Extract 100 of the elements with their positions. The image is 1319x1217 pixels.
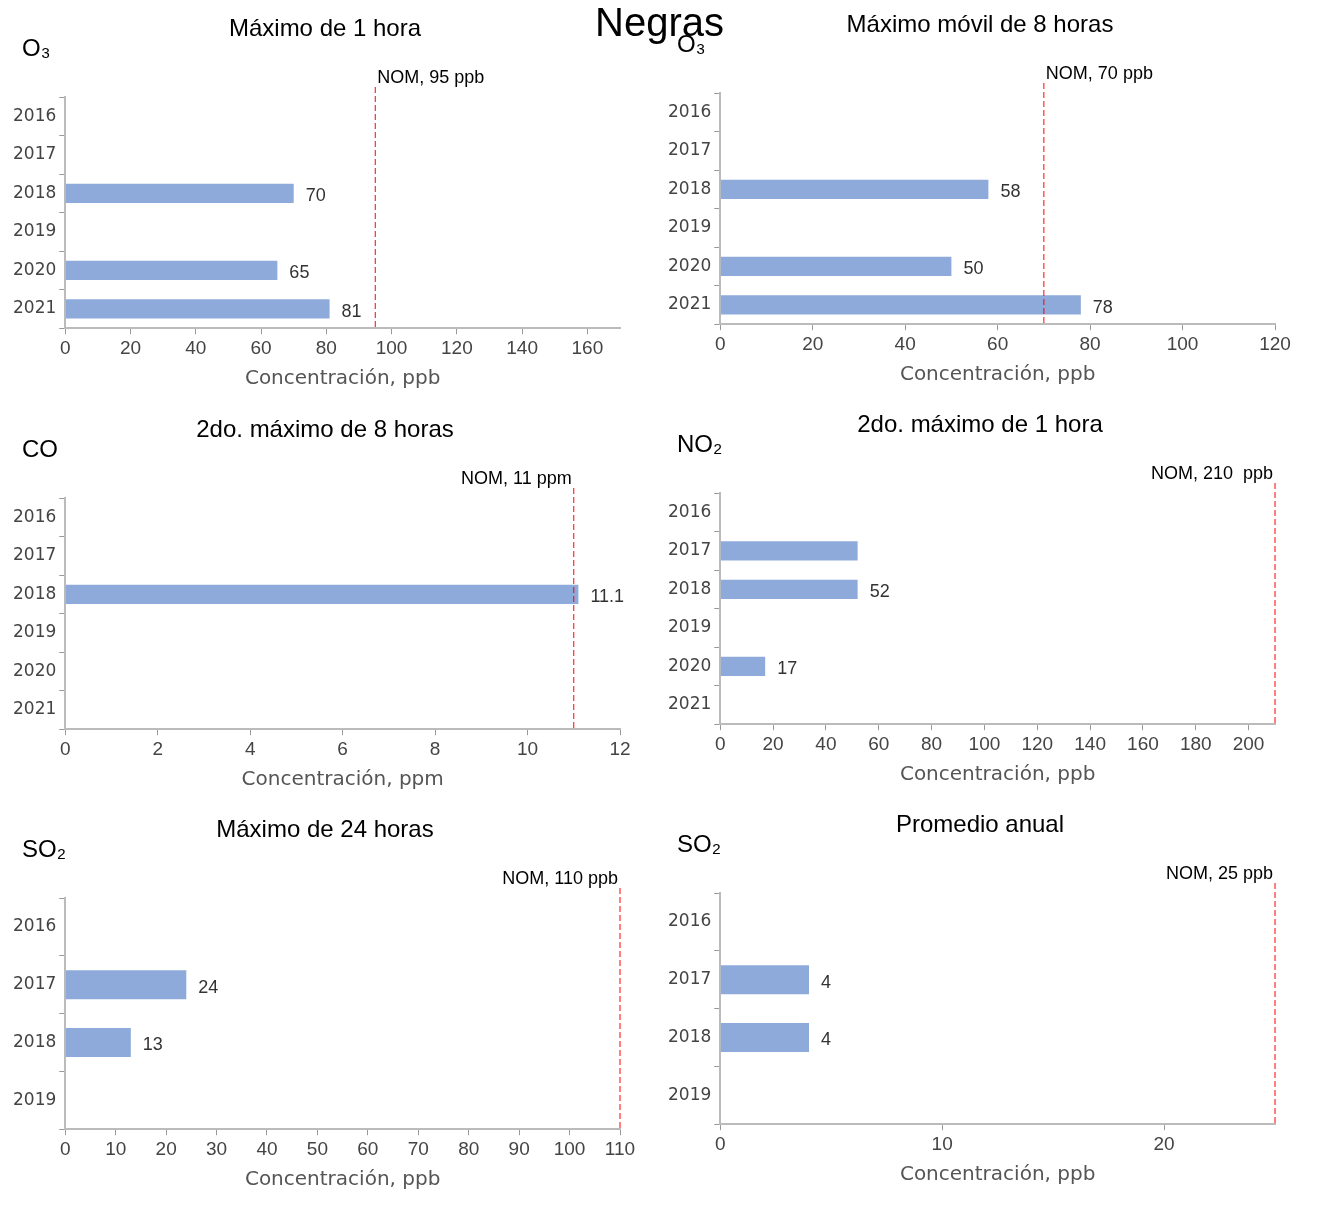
- x-axis-title: Concentración, ppb: [899, 361, 1096, 386]
- data-label: 13: [142, 1034, 163, 1055]
- data-label: 17: [777, 658, 798, 679]
- chart-title: Promedio anual: [895, 810, 1065, 837]
- x-tick-label: 140: [506, 336, 538, 358]
- y-axis-title: CO: [22, 435, 58, 463]
- x-tick-label: 0: [714, 332, 726, 354]
- x-tick-label: 140: [1074, 732, 1106, 754]
- y-axis-title: NO₂: [677, 430, 723, 458]
- chart-title: Máximo móvil de 8 horas: [846, 10, 1114, 37]
- x-tick-label: 80: [921, 732, 943, 754]
- y-tick-label: 2017: [668, 139, 712, 160]
- x-tick-label: 180: [1179, 732, 1212, 754]
- x-tick-label: 40: [185, 336, 207, 358]
- x-tick-label: 2: [152, 737, 164, 759]
- x-tick-label: 90: [508, 1137, 530, 1159]
- x-tick-label: 40: [894, 332, 916, 354]
- x-axis-title: Concentración, ppb: [899, 761, 1096, 786]
- x-tick-label: 40: [815, 732, 837, 754]
- y-tick-label: 2018: [13, 181, 57, 202]
- y-tick-label: 2017: [13, 973, 57, 994]
- x-tick-label: 120: [1021, 732, 1054, 754]
- y-tick-label: 2019: [13, 1088, 57, 1109]
- y-tick-label: 2018: [13, 582, 57, 603]
- y-tick-label: 2016: [668, 500, 712, 521]
- x-tick-label: 120: [1259, 332, 1291, 354]
- y-tick-label: 2017: [13, 143, 57, 164]
- x-tick-label: 100: [375, 336, 408, 358]
- x-axis-title: Concentración, ppb: [244, 365, 441, 390]
- x-tick-label: 160: [1127, 732, 1159, 754]
- x-tick-label: 200: [1232, 732, 1265, 754]
- y-tick-label: 2016: [13, 915, 57, 936]
- y-tick-label: 2019: [13, 621, 57, 642]
- chart-title: 2do. máximo de 1 hora: [857, 410, 1103, 437]
- y-axis-title: O₃: [22, 34, 51, 62]
- x-tick-label: 0: [714, 1132, 726, 1154]
- x-tick-label: 10: [931, 1132, 953, 1154]
- data-label: 11.1: [590, 586, 625, 607]
- y-tick-label: 2021: [668, 293, 712, 314]
- x-tick-label: 0: [714, 732, 726, 754]
- ref-line-label: NOM, 25 ppb: [1165, 863, 1273, 883]
- y-tick-label: 2018: [668, 177, 712, 198]
- x-tick-label: 10: [516, 737, 539, 759]
- x-tick-label: 20: [762, 732, 784, 754]
- y-tick-label: 2021: [668, 693, 712, 714]
- x-tick-label: 80: [458, 1137, 480, 1159]
- x-tick-label: 20: [119, 336, 142, 358]
- data-label: 50: [963, 258, 984, 279]
- x-tick-label: 100: [1166, 332, 1199, 354]
- x-axis-title: Concentración, ppb: [899, 1161, 1096, 1186]
- data-label: 81: [341, 300, 362, 321]
- x-tick-label: 20: [1153, 1132, 1175, 1154]
- data-label: 52: [869, 581, 890, 602]
- y-axis-title: SO₂: [22, 835, 66, 863]
- x-tick-label: 20: [802, 332, 824, 354]
- y-tick-label: 2018: [668, 577, 712, 598]
- data-label: 65: [289, 262, 310, 283]
- x-tick-label: 60: [250, 336, 272, 358]
- y-axis-title: SO₂: [677, 830, 721, 858]
- x-tick-label: 0: [59, 1137, 71, 1159]
- x-tick-label: 80: [315, 336, 337, 358]
- y-tick-label: 2017: [668, 968, 712, 989]
- y-tick-label: 2016: [668, 910, 712, 931]
- y-tick-label: 2016: [668, 100, 712, 121]
- x-tick-label: 100: [968, 732, 1001, 754]
- x-tick-label: 100: [553, 1137, 586, 1159]
- y-tick-label: 2019: [668, 1083, 712, 1104]
- ref-line-label: NOM, 11 ppm: [461, 468, 572, 488]
- y-tick-label: 2018: [668, 1025, 712, 1046]
- ref-line-label: NOM, 70 ppb: [1045, 63, 1153, 83]
- x-tick-label: 8: [429, 737, 441, 759]
- x-tick-label: 60: [357, 1137, 379, 1159]
- x-axis-title: Concentración, ppb: [244, 1166, 441, 1191]
- x-tick-label: 10: [105, 1137, 127, 1159]
- chart-title: Máximo de 24 horas: [216, 815, 434, 842]
- y-tick-label: 2020: [13, 258, 57, 279]
- y-tick-label: 2017: [13, 544, 57, 565]
- y-tick-label: 2020: [668, 254, 712, 275]
- x-tick-label: 4: [244, 737, 256, 759]
- x-tick-label: 50: [306, 1137, 328, 1159]
- chart-title: 2do. máximo de 8 horas: [196, 415, 454, 442]
- x-tick-label: 6: [337, 737, 348, 759]
- x-tick-label: 110: [604, 1137, 636, 1159]
- y-tick-label: 2019: [668, 616, 712, 637]
- ref-line-label: NOM, 210 ppb: [1150, 463, 1273, 483]
- x-tick-label: 60: [868, 732, 890, 754]
- x-tick-label: 160: [571, 336, 604, 358]
- y-tick-label: 2018: [13, 1030, 57, 1051]
- y-tick-label: 2019: [13, 220, 57, 241]
- y-tick-label: 2019: [668, 216, 712, 237]
- y-tick-label: 2021: [13, 698, 57, 719]
- chart-title: Máximo de 1 hora: [228, 14, 422, 41]
- x-tick-label: 0: [59, 737, 71, 759]
- x-tick-label: 60: [987, 332, 1009, 354]
- data-label: 4: [821, 971, 832, 992]
- y-tick-label: 2016: [13, 505, 57, 526]
- y-tick-label: 2016: [13, 104, 57, 125]
- ref-line-label: NOM, 95 ppb: [377, 67, 485, 87]
- x-axis-title: Concentración, ppm: [241, 766, 444, 791]
- data-label: 58: [1000, 181, 1021, 202]
